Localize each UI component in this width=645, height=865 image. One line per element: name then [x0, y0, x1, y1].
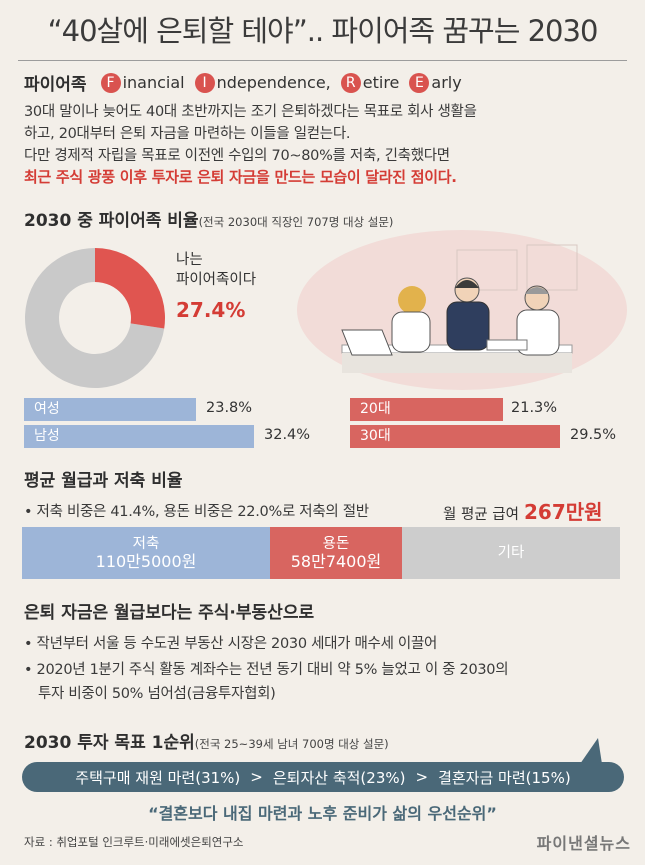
bar-female: 여성 [24, 398, 196, 421]
bar-30s-value: 29.5% [570, 427, 617, 443]
bar-20s-value: 21.3% [511, 400, 558, 416]
investment-bullet-2-cont: 투자 비중이 50% 넘어섬(금융투자협회) [38, 686, 276, 702]
fire-ratio-donut [25, 248, 165, 388]
page-title: “40살에 은퇴할 테야”.. 파이어족 꿈꾸는 2030 [47, 14, 599, 48]
bar-20s: 20대 [350, 398, 503, 421]
description-highlight: 최근 주식 광풍 이후 투자로 은퇴 자금을 만드는 모습이 달라진 점이다. [24, 168, 457, 186]
goal-2: 은퇴자산 축적(23%) [272, 768, 406, 787]
segment-other: 기타 [402, 527, 620, 579]
investment-bullet-2: • 2020년 1분기 주식 활동 계좌수는 전년 동기 대비 약 5% 늘었고… [24, 662, 509, 678]
goal-1: 주택구매 재원 마련(31%) [75, 768, 241, 787]
donut-label: 나는 파이어족이다 [176, 252, 257, 288]
section-fire-ratio-title: 2030 중 파이어족 비율(전국 2030대 직장인 707명 대상 설문) [24, 211, 394, 231]
salary-bullet: • 저축 비중은 41.4%, 용돈 비중은 22.0%로 저축의 절반 [24, 504, 369, 520]
quote: “결혼보다 내집 마련과 노후 준비가 삶의 우선순위” [148, 804, 497, 823]
donut-value: 27.4% [176, 298, 246, 322]
goal-arrow-2: > [415, 768, 429, 786]
segment-savings: 저축 110만5000원 [22, 527, 270, 579]
office-people-illustration [297, 230, 627, 390]
salary-average: 월 평균 급여 267만원 [443, 500, 603, 524]
fire-label: 파이어족 [24, 75, 87, 95]
title-divider [18, 60, 627, 61]
section-investment-title: 은퇴 자금은 월급보다는 주식·부동산으로 [24, 603, 315, 623]
salary-breakdown-bar: 저축 110만5000원 용돈 58만7400원 기타 [22, 527, 620, 579]
bar-female-value: 23.8% [206, 400, 253, 416]
source-credit: 자료 : 취업포털 인크루트·미래에셋은퇴연구소 [24, 835, 244, 849]
description-line-3: 다만 경제적 자립을 목표로 이전엔 수입의 70~80%를 저축, 긴축했다면 [24, 148, 450, 164]
bar-30s: 30대 [350, 425, 560, 448]
publisher-logo: 파이낸셜뉴스 [536, 834, 631, 853]
speech-bubble-tail [580, 738, 602, 764]
bar-male-value: 32.4% [264, 427, 311, 443]
description-line-2: 하고, 20대부터 은퇴 자금을 마련하는 이들을 일컫는다. [24, 126, 351, 142]
goal-arrow-1: > [250, 768, 263, 786]
bar-male: 남성 [24, 425, 254, 448]
section-salary-title: 평균 월급과 저축 비율 [24, 471, 183, 491]
investment-bullet-1: • 작년부터 서울 등 수도권 부동산 시장은 2030 세대가 매수세 이끌어 [24, 636, 438, 652]
goal-3: 결혼자금 마련(15%) [438, 768, 571, 787]
donut-slice-fire [95, 248, 165, 329]
segment-allowance: 용돈 58만7400원 [270, 527, 402, 579]
description-line-1: 30대 말이나 늦어도 40대 초반까지는 조기 은퇴하겠다는 목표로 회사 생… [24, 104, 477, 120]
donut-slice-rest [25, 248, 165, 388]
section-goal-title: 2030 투자 목표 1순위(전국 25~39세 남녀 700명 대상 설문) [24, 733, 389, 753]
investment-goals-bar: 주택구매 재원 마련(31%) > 은퇴자산 축적(23%) > 결혼자금 마련… [22, 762, 624, 792]
